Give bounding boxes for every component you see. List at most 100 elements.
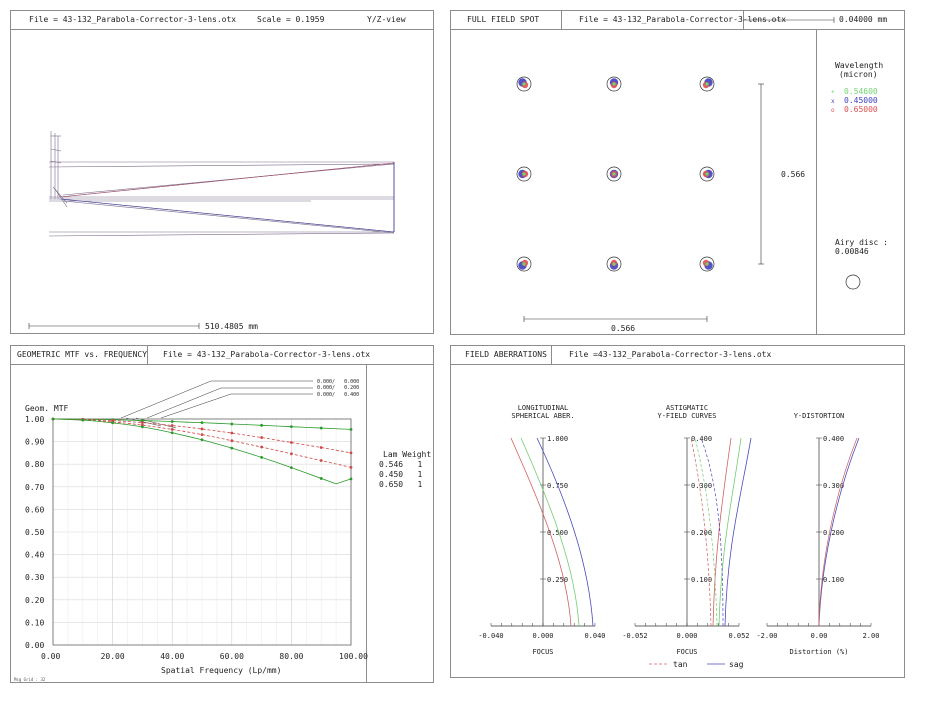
aberrations-panel: FIELD ABERRATIONS File =43-132_Parabola-… bbox=[450, 345, 905, 678]
svg-text:0.300: 0.300 bbox=[691, 482, 712, 490]
mtf-xtick: 60.00 bbox=[220, 652, 244, 661]
mtf-field-label-1: 0.000/ 0.000 bbox=[317, 379, 359, 385]
mtf-point bbox=[349, 427, 353, 431]
mtf-point bbox=[200, 438, 204, 442]
airy-disc-circle bbox=[845, 274, 861, 290]
mtf-xtick: 80.00 bbox=[279, 652, 303, 661]
mtf-point bbox=[170, 431, 174, 435]
mtf-legend-header: Lam Weight bbox=[383, 450, 431, 459]
mtf-point bbox=[170, 427, 174, 431]
mtf-point bbox=[349, 477, 353, 481]
mtf-legend-row-2: 0.450 1 bbox=[379, 470, 423, 479]
mtf-point bbox=[200, 421, 204, 425]
mtf-point bbox=[230, 439, 234, 443]
svg-text:x: x bbox=[831, 98, 835, 105]
mtf-point bbox=[349, 465, 353, 469]
mtf-point bbox=[170, 424, 174, 427]
mtf-grid bbox=[52, 418, 352, 646]
mtf-point bbox=[349, 451, 353, 455]
mtf-point bbox=[141, 421, 144, 425]
astig-tan-red bbox=[690, 437, 712, 627]
spot-0-1 bbox=[606, 76, 622, 92]
mtf-point bbox=[200, 433, 204, 436]
mtf-title: GEOMETRIC MTF vs. FREQUENCY bbox=[17, 350, 148, 359]
svg-text:0.300: 0.300 bbox=[823, 482, 844, 490]
mtf-legend-divider bbox=[366, 364, 367, 683]
svg-text:0.100: 0.100 bbox=[691, 576, 712, 584]
mtf-xtick: 20.00 bbox=[101, 652, 125, 661]
mtf-ylabel: Geom. MTF bbox=[25, 404, 69, 413]
mtf-panel-header: GEOMETRIC MTF vs. FREQUENCY File = 43-13… bbox=[11, 346, 433, 365]
aberrations-title: FIELD ABERRATIONS bbox=[465, 350, 547, 359]
svg-text:Y-DISTORTION: Y-DISTORTION bbox=[794, 412, 845, 420]
mtf-ytick: 0.80 bbox=[25, 460, 44, 469]
mtf-ytick: 0.70 bbox=[25, 483, 44, 492]
mtf-point bbox=[319, 426, 323, 430]
mtf-ytick: 0.10 bbox=[25, 618, 44, 627]
aberration-plot-3: Y-DISTORTION 0.400 0.300 0.200 0.100 -2.00 0.0… bbox=[756, 412, 879, 656]
mtf-point bbox=[290, 452, 293, 456]
svg-text:0.500: 0.500 bbox=[547, 529, 568, 537]
spot-scale-label: 0.04000 mm bbox=[839, 15, 888, 24]
lens-layout-drawing: 510.4805 mm bbox=[28, 131, 395, 331]
svg-text:Distortion (%): Distortion (%) bbox=[789, 648, 848, 656]
svg-text:0.200: 0.200 bbox=[823, 529, 844, 537]
legend-sag: sag bbox=[729, 660, 744, 669]
mtf-point bbox=[230, 446, 234, 450]
mtf-ytick: 0.40 bbox=[25, 551, 44, 560]
layout-scalebar-label: 510.4805 mm bbox=[205, 322, 258, 331]
svg-text:0.000: 0.000 bbox=[532, 632, 553, 640]
svg-text:0.100: 0.100 bbox=[823, 576, 844, 584]
mtf-ytick: 1.00 bbox=[25, 415, 44, 424]
layout-view-label: Y/Z-view bbox=[367, 15, 406, 24]
mtf-footer: Msg Grid : 32 bbox=[14, 677, 46, 682]
mtf-field-label-3: 0.000/ 0.400 bbox=[317, 392, 359, 398]
mtf-point bbox=[319, 446, 323, 449]
spot-horizontal-size: 0.566 bbox=[611, 324, 635, 333]
distortion-curve-blue bbox=[818, 437, 860, 627]
mtf-point bbox=[290, 425, 293, 429]
mtf-xtick: 40.00 bbox=[160, 652, 184, 661]
svg-text:o: o bbox=[831, 107, 835, 114]
mtf-panel: GEOMETRIC MTF vs. FREQUENCY File = 43-13… bbox=[10, 345, 434, 683]
aberrations-file-label: File =43-132_Parabola-Corrector-3-lens.o… bbox=[569, 350, 772, 359]
mtf-point bbox=[260, 445, 263, 449]
mtf-xtick: 0.00 bbox=[41, 652, 60, 661]
svg-text:0.000: 0.000 bbox=[676, 632, 697, 640]
mtf-file-label: File = 43-132_Parabola-Corrector-3-lens.… bbox=[163, 350, 371, 359]
spot-2-2 bbox=[699, 256, 715, 272]
spot-panel: FULL FIELD SPOT File = 43-132_Parabola-C… bbox=[450, 10, 905, 335]
spot-file-label: File = 43-132_Parabola-Corrector-3-lens.… bbox=[579, 15, 787, 24]
svg-text:FOCUS: FOCUS bbox=[676, 648, 697, 656]
spot-1-0 bbox=[516, 166, 532, 182]
mtf-point bbox=[141, 425, 144, 429]
svg-text:LONGITUDINAL: LONGITUDINAL bbox=[518, 404, 569, 412]
mtf-ytick: 0.60 bbox=[25, 505, 44, 514]
svg-text:-0.040: -0.040 bbox=[478, 632, 503, 640]
mtf-point bbox=[51, 417, 55, 421]
spherical-curve-green bbox=[520, 437, 580, 627]
wavelength-1: 0.54600 bbox=[844, 87, 878, 96]
svg-text:1.000: 1.000 bbox=[547, 435, 568, 443]
mtf-point bbox=[230, 431, 234, 435]
astig-sag-green bbox=[718, 437, 742, 627]
mtf-point bbox=[260, 456, 263, 459]
wavelength-3: 0.65000 bbox=[844, 105, 878, 114]
spherical-curve-blue bbox=[536, 437, 594, 627]
svg-text:FOCUS: FOCUS bbox=[532, 648, 553, 656]
mtf-xlabel: Spatial Frequency (Lp/mm) bbox=[161, 666, 281, 675]
svg-text:0.040: 0.040 bbox=[584, 632, 605, 640]
svg-text:ASTIGMATIC: ASTIGMATIC bbox=[666, 404, 708, 412]
mtf-legend-row-1: 0.546 1 bbox=[379, 460, 423, 469]
mtf-point bbox=[260, 436, 263, 439]
svg-text:0.052: 0.052 bbox=[728, 632, 749, 640]
mtf-point bbox=[230, 422, 234, 426]
spot-1-2 bbox=[699, 166, 715, 182]
mtf-xtick: 100.00 bbox=[339, 652, 368, 661]
svg-text:0.400: 0.400 bbox=[823, 435, 844, 443]
mtf-point bbox=[260, 423, 263, 427]
layout-file-label: File = 43-132_Parabola-Corrector-3-lens.… bbox=[29, 15, 237, 24]
